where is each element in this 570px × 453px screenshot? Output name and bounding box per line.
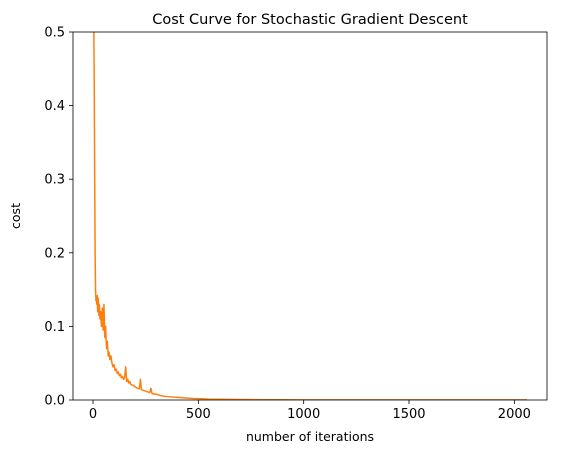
plot-area: 0 500 1000 1500 2000 0.0 0.1 0.2 0.3 0.4 0.5	[44, 26, 548, 422]
y-axis-title: cost	[8, 203, 23, 229]
plot-frame	[72, 31, 548, 401]
y-tick-label: 0.1	[44, 320, 65, 335]
y-tick-label: 0.4	[44, 99, 65, 114]
x-tick-label: 1500	[392, 407, 425, 422]
y-tick-label: 0.0	[44, 394, 65, 409]
y-tick-label: 0.2	[44, 246, 65, 261]
x-tick-label: 0	[89, 407, 97, 422]
x-tick-label: 2000	[498, 407, 531, 422]
y-tick-label: 0.5	[44, 26, 65, 41]
x-tick-label: 1000	[287, 407, 320, 422]
x-tick-label: 500	[186, 407, 211, 422]
y-tick-label: 0.3	[44, 173, 65, 188]
chart-title: Cost Curve for Stochastic Gradient Desce…	[152, 12, 468, 28]
x-axis-title: number of iterations	[246, 429, 374, 444]
series-line-0	[92, 32, 527, 400]
